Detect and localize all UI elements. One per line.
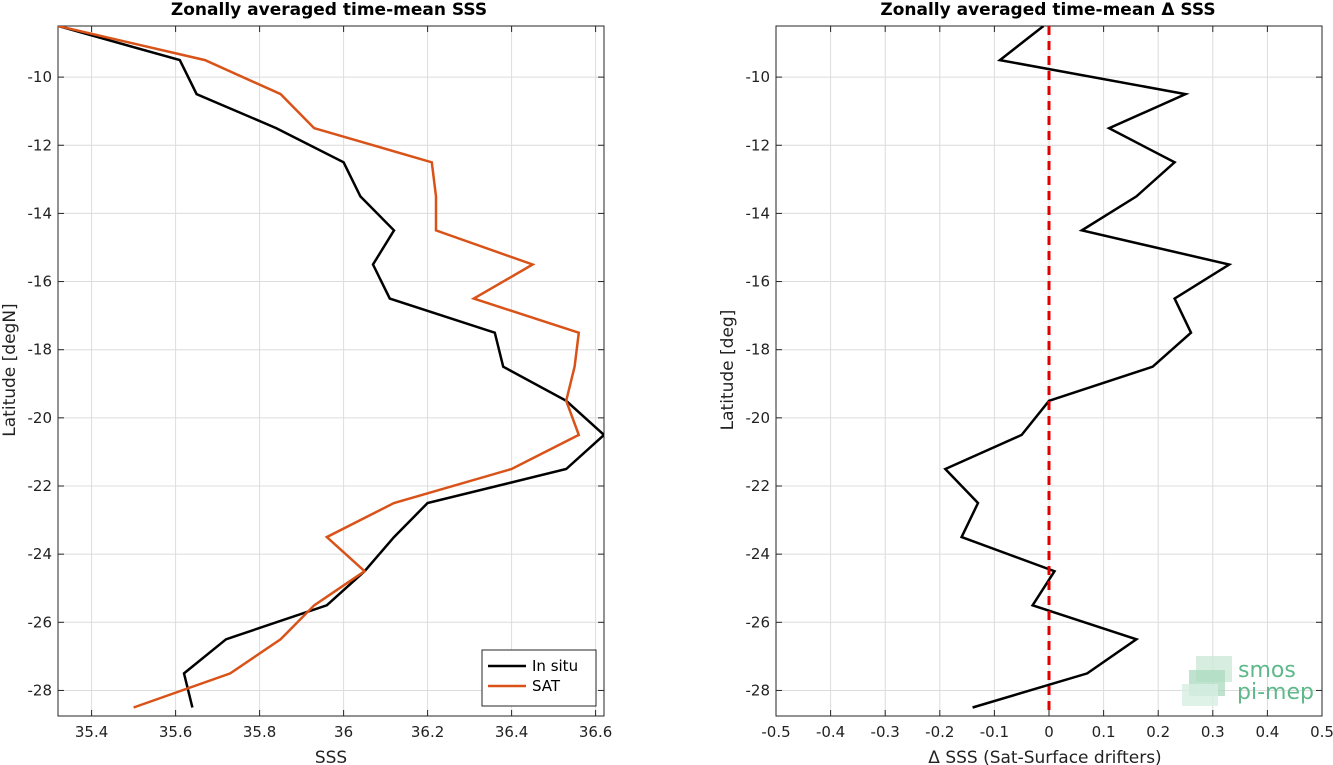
y-tick-label: -18 bbox=[28, 341, 53, 359]
x-tick-label: -0.2 bbox=[925, 723, 954, 741]
plot-area bbox=[58, 26, 604, 716]
y-tick-label: -28 bbox=[28, 681, 53, 699]
left-chart-panel: Zonally averaged time-mean SSS SSS Latit… bbox=[0, 0, 612, 765]
axes-box bbox=[57, 25, 605, 717]
y-tick-label: -24 bbox=[746, 545, 771, 563]
y-tick-label: -28 bbox=[746, 681, 771, 699]
y-tick-label: -12 bbox=[28, 136, 53, 154]
x-tick-label: -0.1 bbox=[980, 723, 1009, 741]
y-tick-label: -26 bbox=[746, 613, 771, 631]
x-tick-label: 35.4 bbox=[75, 723, 108, 741]
x-tick-label: -0.3 bbox=[871, 723, 900, 741]
y-tick-label: -10 bbox=[28, 68, 53, 86]
y-tick-label: -16 bbox=[28, 273, 53, 291]
logo-text-pimep: pi-mep bbox=[1237, 680, 1314, 705]
series-line-delta-sss bbox=[943, 26, 1233, 709]
x-tick-label: 0.2 bbox=[1146, 723, 1170, 741]
x-tick-label: 36.2 bbox=[411, 723, 444, 741]
x-tick-label: -0.5 bbox=[761, 723, 790, 741]
y-tick-label: -16 bbox=[746, 273, 771, 291]
legend: In situ SAT bbox=[481, 649, 597, 707]
x-tick-label: 36.4 bbox=[495, 723, 528, 741]
x-tick-label: 0.3 bbox=[1201, 723, 1225, 741]
y-tick-label: -14 bbox=[746, 204, 771, 222]
left-chart-title: Zonally averaged time-mean SSS bbox=[171, 0, 487, 20]
x-tick-label: 36.6 bbox=[579, 723, 612, 741]
right-chart-panel: Zonally averaged time-mean Δ SSS Δ SSS (… bbox=[718, 0, 1333, 765]
x-tick-label: 0.5 bbox=[1310, 723, 1333, 741]
y-tick-label: -20 bbox=[28, 409, 53, 427]
smos-pi-mep-logo: smos pi-mep bbox=[1182, 656, 1314, 706]
x-tick-label: 0 bbox=[1044, 723, 1054, 741]
legend-box bbox=[481, 649, 597, 707]
x-tick-label: 0.1 bbox=[1092, 723, 1116, 741]
logo-text-smos: smos bbox=[1238, 658, 1296, 683]
x-tick-label: 35.6 bbox=[159, 723, 192, 741]
series-line-sat bbox=[58, 26, 581, 709]
right-chart-ylabel: Latitude [deg] bbox=[718, 310, 738, 431]
y-tick-label: -14 bbox=[28, 204, 53, 222]
y-tick-label: -22 bbox=[746, 477, 771, 495]
left-chart-ylabel: Latitude [degN] bbox=[0, 303, 20, 436]
y-tick-label: -12 bbox=[746, 136, 771, 154]
y-tick-label: -24 bbox=[28, 545, 53, 563]
right-chart-xlabel: Δ SSS (Sat-Surface drifters) bbox=[928, 748, 1161, 765]
y-tick-label: -18 bbox=[746, 341, 771, 359]
x-tick-label: 36 bbox=[334, 723, 353, 741]
y-tick-label: -10 bbox=[746, 68, 771, 86]
left-chart-xlabel: SSS bbox=[315, 748, 347, 765]
y-tick-label: -22 bbox=[28, 477, 53, 495]
y-tick-label: -20 bbox=[746, 409, 771, 427]
x-tick-label: 35.8 bbox=[243, 723, 276, 741]
series-line-in-situ bbox=[58, 26, 604, 708]
x-tick-label: 0.4 bbox=[1255, 723, 1279, 741]
x-tick-label: -0.4 bbox=[816, 723, 845, 741]
legend-label: In situ bbox=[532, 657, 578, 675]
y-tick-label: -26 bbox=[28, 613, 53, 631]
right-chart-title: Zonally averaged time-mean Δ SSS bbox=[880, 0, 1215, 20]
legend-label: SAT bbox=[532, 677, 561, 695]
